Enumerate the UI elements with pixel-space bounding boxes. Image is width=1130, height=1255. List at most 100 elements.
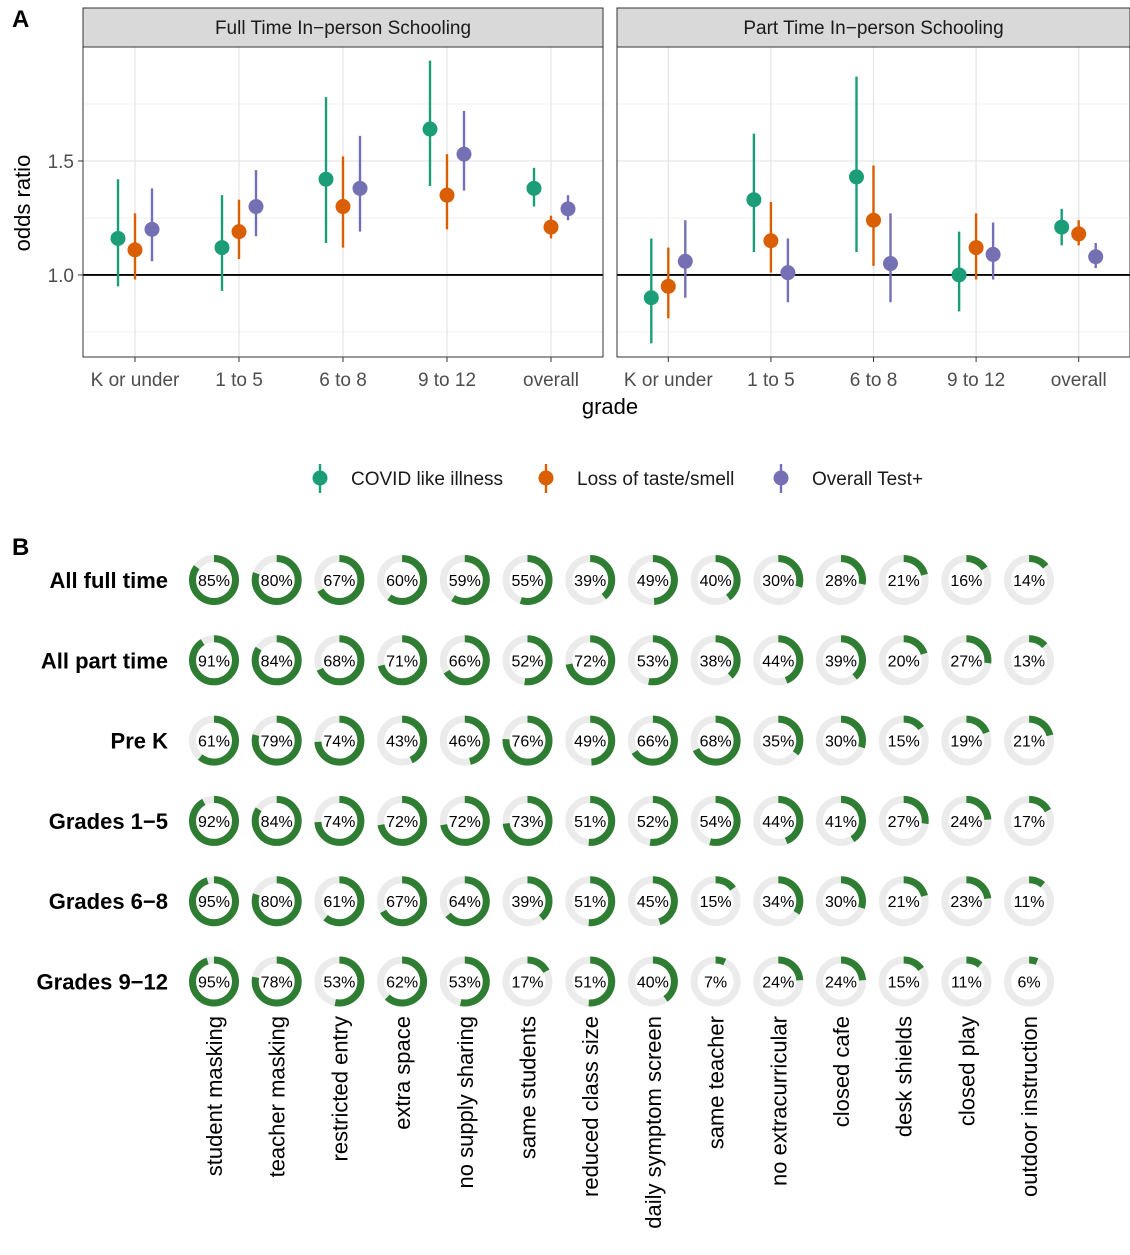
donut-arc xyxy=(878,795,929,846)
donut-arc xyxy=(690,715,741,766)
y-tick-label: 1.0 xyxy=(48,266,74,287)
donut-arc xyxy=(941,715,992,766)
donut: 27% xyxy=(878,795,929,846)
donut-arc xyxy=(627,795,678,846)
donut: 61% xyxy=(314,876,365,927)
donut-value-label: 39% xyxy=(511,894,543,911)
column-label: daily symptom screen xyxy=(641,1016,666,1229)
x-tick-label: 6 to 8 xyxy=(319,370,367,391)
donut: 84% xyxy=(251,795,302,846)
donut-value-label: 27% xyxy=(888,814,920,831)
data-point xyxy=(1054,219,1070,235)
donut-value-label: 53% xyxy=(323,975,355,992)
donut-value-label: 51% xyxy=(574,894,606,911)
donut-arc xyxy=(941,876,992,927)
donut-arc xyxy=(251,795,302,846)
donut-arc xyxy=(251,956,302,1007)
donut-value-label: 16% xyxy=(950,573,982,590)
donut-value-label: 95% xyxy=(198,894,230,911)
donut: 51% xyxy=(565,795,616,846)
legend-key-dot xyxy=(538,470,554,486)
donut-value-label: 19% xyxy=(950,734,982,751)
donut-value-label: 13% xyxy=(1013,653,1045,670)
donut-arc xyxy=(439,635,490,686)
donut-value-label: 84% xyxy=(261,653,293,670)
donut: 30% xyxy=(816,876,866,927)
donut-arc xyxy=(816,635,866,686)
donut-value-label: 79% xyxy=(261,734,293,751)
donut-value-label: 92% xyxy=(198,814,230,831)
donut: 44% xyxy=(753,635,804,686)
data-point xyxy=(883,256,898,272)
donut-value-label: 53% xyxy=(449,975,481,992)
column-label: same students xyxy=(516,1016,541,1159)
data-point xyxy=(1088,249,1104,265)
donut-arc xyxy=(753,555,804,605)
donut: 15% xyxy=(878,715,929,766)
donut: 52% xyxy=(502,635,553,686)
donut: 84% xyxy=(251,635,302,686)
donut-value-label: 52% xyxy=(637,814,669,831)
donut: 59% xyxy=(439,555,490,605)
donut-value-label: 21% xyxy=(888,894,920,911)
legend-label: Overall Test+ xyxy=(812,469,923,490)
x-tick-label: overall xyxy=(1051,370,1107,391)
donut-arc xyxy=(189,876,239,927)
donut: 39% xyxy=(565,555,616,605)
donut-arc xyxy=(377,795,428,846)
donut-value-label: 51% xyxy=(574,814,606,831)
donut-arc xyxy=(627,956,678,1007)
donut-value-label: 43% xyxy=(386,734,418,751)
donut: 51% xyxy=(565,956,616,1007)
donut-arc xyxy=(1004,876,1055,927)
column-label: closed cafe xyxy=(829,1016,854,1127)
donut-value-label: 59% xyxy=(449,573,481,590)
donut-arc xyxy=(816,715,866,766)
data-point xyxy=(849,169,864,185)
donut: 66% xyxy=(439,635,490,686)
donut: 52% xyxy=(627,795,678,846)
donut-arc xyxy=(941,635,992,686)
donut-value-label: 85% xyxy=(198,573,230,590)
data-point xyxy=(110,230,126,246)
donut: 66% xyxy=(627,715,678,766)
donut: 51% xyxy=(565,876,616,927)
donut-value-label: 53% xyxy=(637,653,669,670)
donut: 45% xyxy=(627,876,678,927)
donut-arc xyxy=(377,555,428,605)
donut-value-label: 67% xyxy=(386,894,418,911)
donut-value-label: 45% xyxy=(637,894,669,911)
donut-value-label: 11% xyxy=(1014,894,1045,911)
donut: 49% xyxy=(565,715,616,766)
panel-a-dot-whisker-chart: Full Time In−person Schooling K or under 1… xyxy=(10,7,1130,419)
donut-arc xyxy=(314,715,365,766)
donut-value-label: 62% xyxy=(386,975,418,992)
donut-value-label: 44% xyxy=(762,653,794,670)
donut: 43% xyxy=(377,715,428,766)
donut-value-label: 20% xyxy=(888,653,920,670)
donut-value-label: 38% xyxy=(700,653,732,670)
donut-arc xyxy=(878,635,929,686)
donut-arc xyxy=(377,635,428,686)
donut: 67% xyxy=(314,555,365,605)
donut-arc xyxy=(816,555,866,605)
donut-value-label: 21% xyxy=(1013,734,1045,751)
donut-value-label: 6% xyxy=(1018,975,1041,992)
donut-arc xyxy=(439,876,490,927)
donut-arc xyxy=(627,715,678,766)
data-point xyxy=(560,201,576,217)
facet-strip xyxy=(616,7,1130,48)
donut: 54% xyxy=(690,795,741,846)
donut: 80% xyxy=(251,555,302,605)
donut-arc xyxy=(502,876,553,927)
donut-value-label: 41% xyxy=(825,814,857,831)
facet-panel-1: Full Time In−person Schooling K or under 1… xyxy=(82,7,604,391)
donut-value-label: 14% xyxy=(1013,573,1045,590)
donut-value-label: 49% xyxy=(574,734,606,751)
panel-b-donut-grid: All full time 85% 80% 67% 60% 59% 55% 39% 49% 40%… xyxy=(37,555,1055,1229)
column-label: desk shields xyxy=(892,1016,917,1137)
donut-arc xyxy=(878,555,929,605)
donut-value-label: 21% xyxy=(888,573,920,590)
x-tick-label: 9 to 12 xyxy=(418,370,476,391)
data-point xyxy=(231,224,247,240)
